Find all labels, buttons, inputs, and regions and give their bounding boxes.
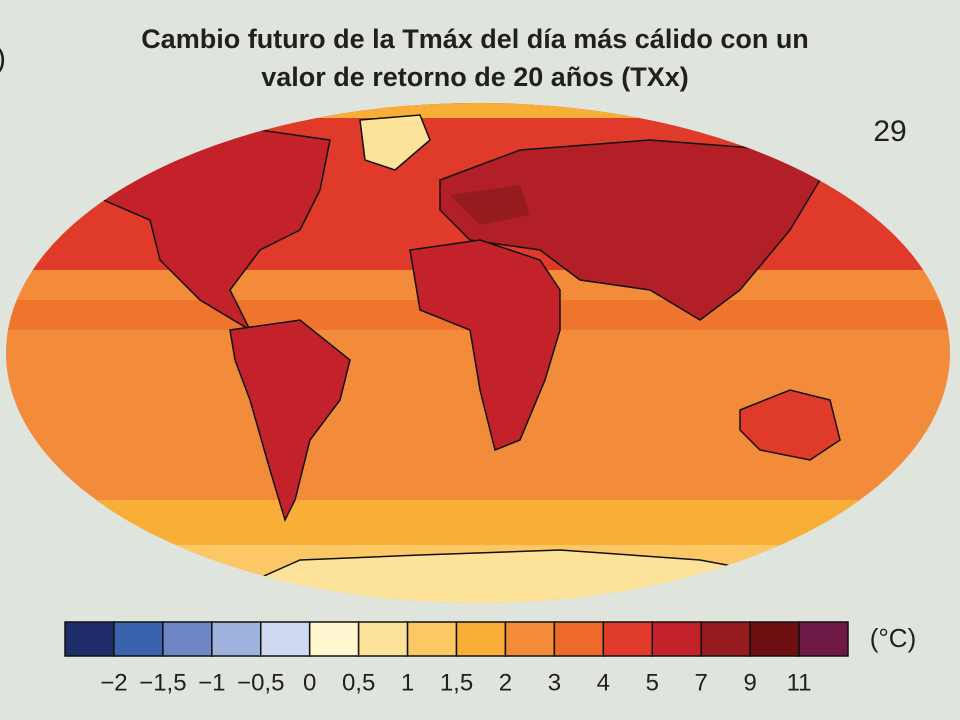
colorbar-swatch <box>651 621 702 657</box>
colorbar-tick-label: 4 <box>597 669 610 696</box>
colorbar-swatch <box>406 621 458 657</box>
title-line: Cambio futuro de la Tmáx del día más cál… <box>141 24 809 54</box>
colorbar-swatch <box>260 621 311 657</box>
colorbar-tick-label: 0,5 <box>342 669 375 696</box>
colorbar-unit: (°C) <box>870 623 917 653</box>
title-line: valor de retorno de 20 años (TXx) <box>261 62 689 92</box>
colorbar-tick-label: 0 <box>303 669 316 696</box>
colorbar-swatch <box>504 621 556 657</box>
colorbar-tick-label: 1,5 <box>440 669 473 696</box>
colorbar-swatch <box>749 621 800 657</box>
colorbar-tick-label: 9 <box>743 669 756 696</box>
panel-label: ) <box>0 42 6 75</box>
colorbar-swatch <box>455 621 507 657</box>
colorbar-tick-label: 5 <box>646 669 659 696</box>
colorbar-tick-label: −1,5 <box>139 669 186 696</box>
colorbar-swatch <box>308 621 360 657</box>
colorbar-swatch <box>64 621 115 657</box>
colorbar-swatch <box>553 621 605 657</box>
colorbar-swatch <box>211 621 262 657</box>
colorbar-tick-label: −0,5 <box>237 669 284 696</box>
colorbar-swatch <box>798 621 849 657</box>
colorbar-tick-label: 1 <box>401 669 414 696</box>
colorbar-swatch <box>700 621 751 657</box>
colorbar-tick-label: 11 <box>787 669 812 696</box>
colorbar-swatch <box>357 621 409 657</box>
colorbar: −2 −1,5 −1 −0,5 0 0,5 1 1,5 2 3 4 5 7 9 11 <box>64 621 849 696</box>
colorbar-tick-label: −1 <box>198 669 225 696</box>
colorbar-tick-label: 3 <box>548 669 561 696</box>
colorbar-swatch <box>162 621 213 657</box>
colorbar-swatch <box>113 621 164 657</box>
colorbar-swatch <box>602 621 653 657</box>
colorbar-tick-label: −2 <box>100 669 127 696</box>
model-count: 29 <box>873 115 906 148</box>
map <box>6 103 950 603</box>
colorbar-tick-label: 7 <box>695 669 708 696</box>
colorbar-tick-label: 2 <box>499 669 512 696</box>
